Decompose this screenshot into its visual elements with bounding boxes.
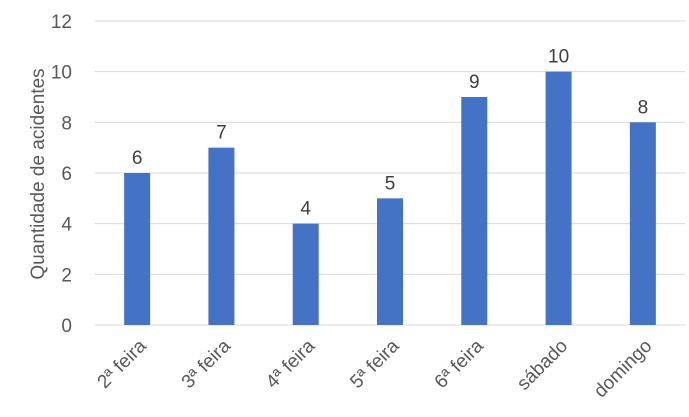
y-tick-label-0: 0 bbox=[61, 316, 72, 337]
x-tick-label-5: sábado bbox=[513, 336, 572, 395]
data-label-1: 7 bbox=[216, 123, 227, 144]
x-tick-label-2: 4ª feira bbox=[262, 335, 319, 392]
bar-0 bbox=[124, 173, 151, 325]
bar-5 bbox=[545, 71, 572, 326]
data-label-0: 6 bbox=[132, 148, 143, 169]
data-label-5: 10 bbox=[548, 47, 569, 68]
data-labels: 6 7 4 5 9 10 8 bbox=[132, 47, 648, 220]
data-label-2: 4 bbox=[300, 199, 311, 220]
x-tick-label-0: 2ª feira bbox=[94, 335, 151, 392]
y-tick-label-5: 10 bbox=[51, 63, 72, 84]
y-tick-label-3: 6 bbox=[61, 164, 72, 185]
x-tick-label-1: 3ª feira bbox=[178, 335, 235, 392]
data-label-3: 5 bbox=[385, 173, 396, 194]
y-tick-label-1: 2 bbox=[61, 265, 72, 286]
data-label-4: 9 bbox=[469, 72, 480, 93]
data-label-6: 8 bbox=[638, 97, 649, 118]
x-tick-label-6: domingo bbox=[590, 336, 656, 402]
bar-3 bbox=[377, 198, 403, 325]
bar-6 bbox=[629, 122, 656, 325]
y-tick-label-4: 8 bbox=[61, 113, 72, 134]
x-axis-ticks: 2ª feira 3ª feira 4ª feira 5ª feira 6ª feira… bbox=[94, 335, 657, 402]
bars bbox=[124, 71, 656, 326]
y-axis-title: Quantidade de acidentes bbox=[28, 68, 49, 279]
bar-2 bbox=[292, 223, 319, 325]
x-tick-label-4: 6ª feira bbox=[431, 335, 488, 392]
x-tick-label-3: 5ª feira bbox=[346, 335, 403, 392]
y-tick-label-6: 12 bbox=[51, 12, 72, 33]
y-axis-ticks: 0 2 4 6 8 10 12 bbox=[51, 12, 73, 337]
bar-1 bbox=[208, 147, 235, 325]
y-tick-label-2: 4 bbox=[61, 215, 72, 236]
bar-4 bbox=[461, 97, 488, 325]
